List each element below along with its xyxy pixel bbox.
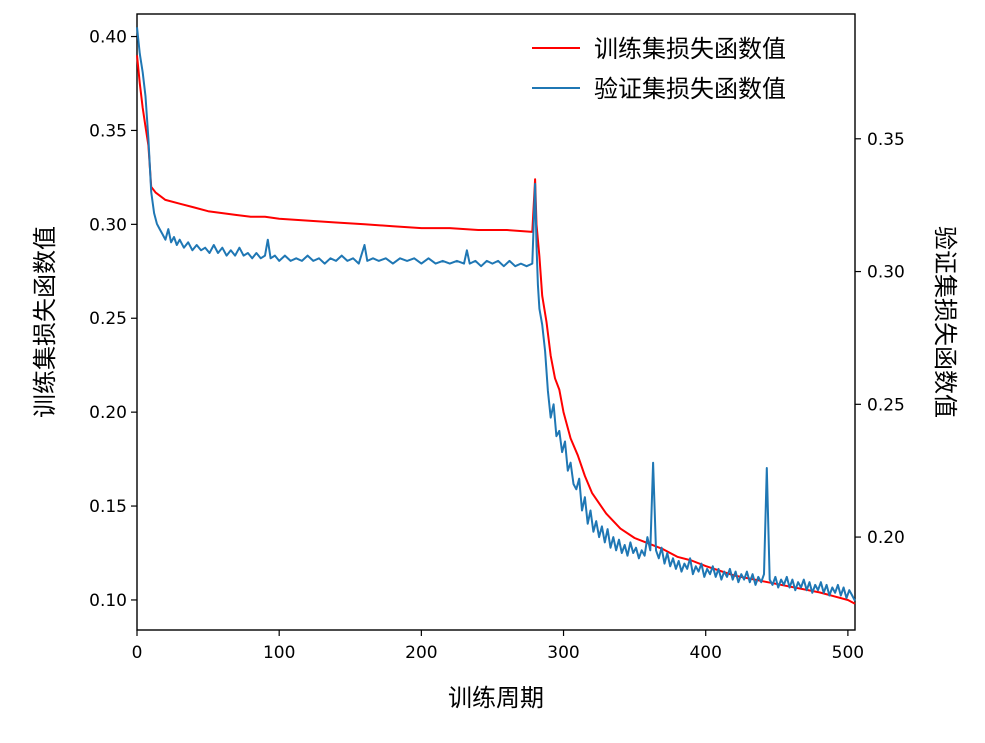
legend-label-val: 验证集损失函数值 [594, 75, 786, 103]
x-tick-label: 0 [132, 643, 143, 663]
right-y-tick-label: 0.35 [867, 130, 905, 150]
right-y-tick-label: 0.30 [867, 263, 905, 283]
x-tick-label: 300 [547, 643, 579, 663]
left-y-tick-label: 0.25 [89, 309, 127, 329]
plot-frame [136, 13, 856, 631]
x-axis-title: 训练周期 [448, 684, 544, 712]
training-loss-line [136, 55, 856, 605]
right-y-tick-label: 0.20 [867, 528, 905, 548]
left-y-tick-label: 0.40 [89, 28, 127, 48]
left-y-axis: 0.10 0.15 0.20 0.25 0.30 0.35 0.40 [89, 28, 137, 611]
x-tick-label: 500 [832, 643, 864, 663]
left-y-axis-title: 训练集损失函数值 [31, 226, 59, 418]
x-tick-label: 100 [263, 643, 295, 663]
right-y-axis-title: 验证集损失函数值 [931, 226, 959, 418]
plot-area [136, 13, 856, 631]
right-y-tick-label: 0.25 [867, 395, 905, 415]
left-y-tick-label: 0.30 [89, 215, 127, 235]
x-tick-label: 400 [689, 643, 721, 663]
legend: 训练集损失函数值 验证集损失函数值 [532, 35, 786, 103]
validation-loss-line [136, 27, 856, 602]
x-axis: 0 100 200 300 400 500 [132, 630, 864, 663]
legend-label-train: 训练集损失函数值 [594, 35, 786, 63]
left-y-tick-label: 0.20 [89, 403, 127, 423]
left-y-tick-label: 0.35 [89, 121, 127, 141]
x-tick-label: 200 [405, 643, 437, 663]
left-y-tick-label: 0.15 [89, 497, 127, 517]
left-y-tick-label: 0.10 [89, 591, 127, 611]
right-y-axis: 0.20 0.25 0.30 0.35 [855, 130, 905, 548]
